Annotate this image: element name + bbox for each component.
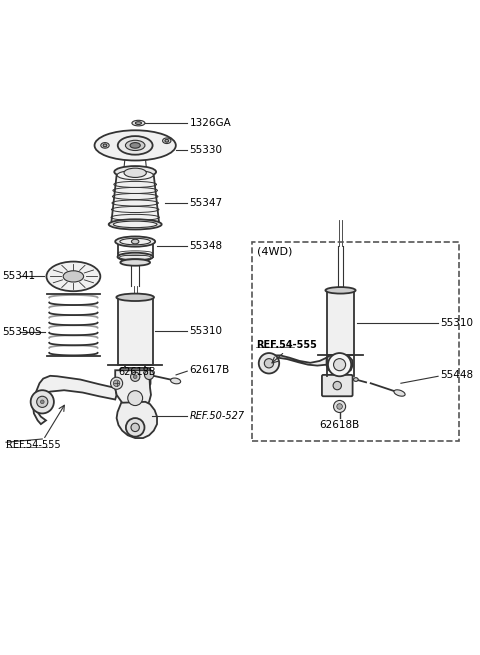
- Circle shape: [36, 396, 48, 407]
- Text: 55448: 55448: [440, 370, 474, 380]
- FancyBboxPatch shape: [120, 368, 151, 386]
- Text: 55310: 55310: [440, 318, 473, 328]
- Text: 55347: 55347: [190, 198, 223, 208]
- Ellipse shape: [120, 238, 151, 245]
- Ellipse shape: [124, 168, 146, 178]
- Ellipse shape: [114, 166, 156, 178]
- Ellipse shape: [132, 121, 145, 126]
- Polygon shape: [33, 376, 117, 424]
- Ellipse shape: [95, 130, 176, 160]
- Text: 55348: 55348: [190, 241, 223, 252]
- Ellipse shape: [132, 239, 139, 244]
- Polygon shape: [326, 354, 353, 375]
- Ellipse shape: [129, 170, 142, 176]
- Text: REF.54-555: REF.54-555: [256, 340, 317, 350]
- Text: 55310: 55310: [190, 326, 223, 336]
- Text: 1326GA: 1326GA: [190, 118, 231, 128]
- Ellipse shape: [165, 140, 168, 142]
- Ellipse shape: [125, 140, 145, 151]
- Polygon shape: [264, 356, 332, 367]
- Bar: [252, 242, 459, 441]
- Ellipse shape: [123, 167, 147, 178]
- Circle shape: [334, 359, 346, 371]
- Ellipse shape: [101, 143, 109, 148]
- Text: 55350S: 55350S: [2, 327, 41, 337]
- Ellipse shape: [130, 143, 140, 148]
- Ellipse shape: [325, 287, 356, 293]
- Ellipse shape: [118, 253, 153, 261]
- Circle shape: [110, 377, 122, 389]
- Ellipse shape: [63, 271, 84, 282]
- Ellipse shape: [118, 136, 153, 155]
- Circle shape: [334, 400, 346, 413]
- Ellipse shape: [47, 261, 100, 291]
- FancyBboxPatch shape: [322, 375, 353, 396]
- Ellipse shape: [135, 122, 142, 124]
- Ellipse shape: [108, 219, 162, 229]
- Circle shape: [144, 370, 154, 379]
- Ellipse shape: [103, 144, 107, 147]
- Ellipse shape: [354, 378, 358, 381]
- Circle shape: [40, 400, 44, 403]
- Circle shape: [31, 390, 54, 413]
- Polygon shape: [117, 402, 157, 438]
- Text: (4WD): (4WD): [257, 247, 292, 257]
- Circle shape: [337, 403, 342, 409]
- Text: 55341: 55341: [2, 271, 35, 282]
- Ellipse shape: [170, 378, 180, 384]
- Circle shape: [133, 375, 137, 379]
- Ellipse shape: [116, 293, 154, 301]
- Polygon shape: [326, 290, 354, 356]
- Text: REF.50-527: REF.50-527: [190, 411, 245, 421]
- Polygon shape: [111, 175, 159, 225]
- Text: 62618B: 62618B: [320, 420, 360, 430]
- Ellipse shape: [115, 236, 155, 247]
- Polygon shape: [115, 370, 151, 409]
- Circle shape: [128, 390, 143, 405]
- Circle shape: [131, 372, 140, 381]
- Circle shape: [113, 380, 120, 386]
- Text: 55330: 55330: [190, 145, 223, 155]
- Circle shape: [264, 359, 274, 368]
- Ellipse shape: [113, 221, 157, 228]
- Text: REF.54-555: REF.54-555: [6, 440, 60, 449]
- Circle shape: [131, 423, 139, 432]
- Circle shape: [333, 381, 341, 390]
- Ellipse shape: [120, 259, 150, 266]
- Circle shape: [126, 418, 144, 437]
- Ellipse shape: [394, 390, 405, 396]
- Circle shape: [328, 353, 351, 376]
- Ellipse shape: [117, 170, 153, 179]
- Text: 62617B: 62617B: [190, 365, 230, 375]
- Ellipse shape: [163, 138, 171, 143]
- Polygon shape: [118, 297, 153, 365]
- Circle shape: [259, 353, 279, 373]
- Text: 62618B: 62618B: [118, 367, 156, 377]
